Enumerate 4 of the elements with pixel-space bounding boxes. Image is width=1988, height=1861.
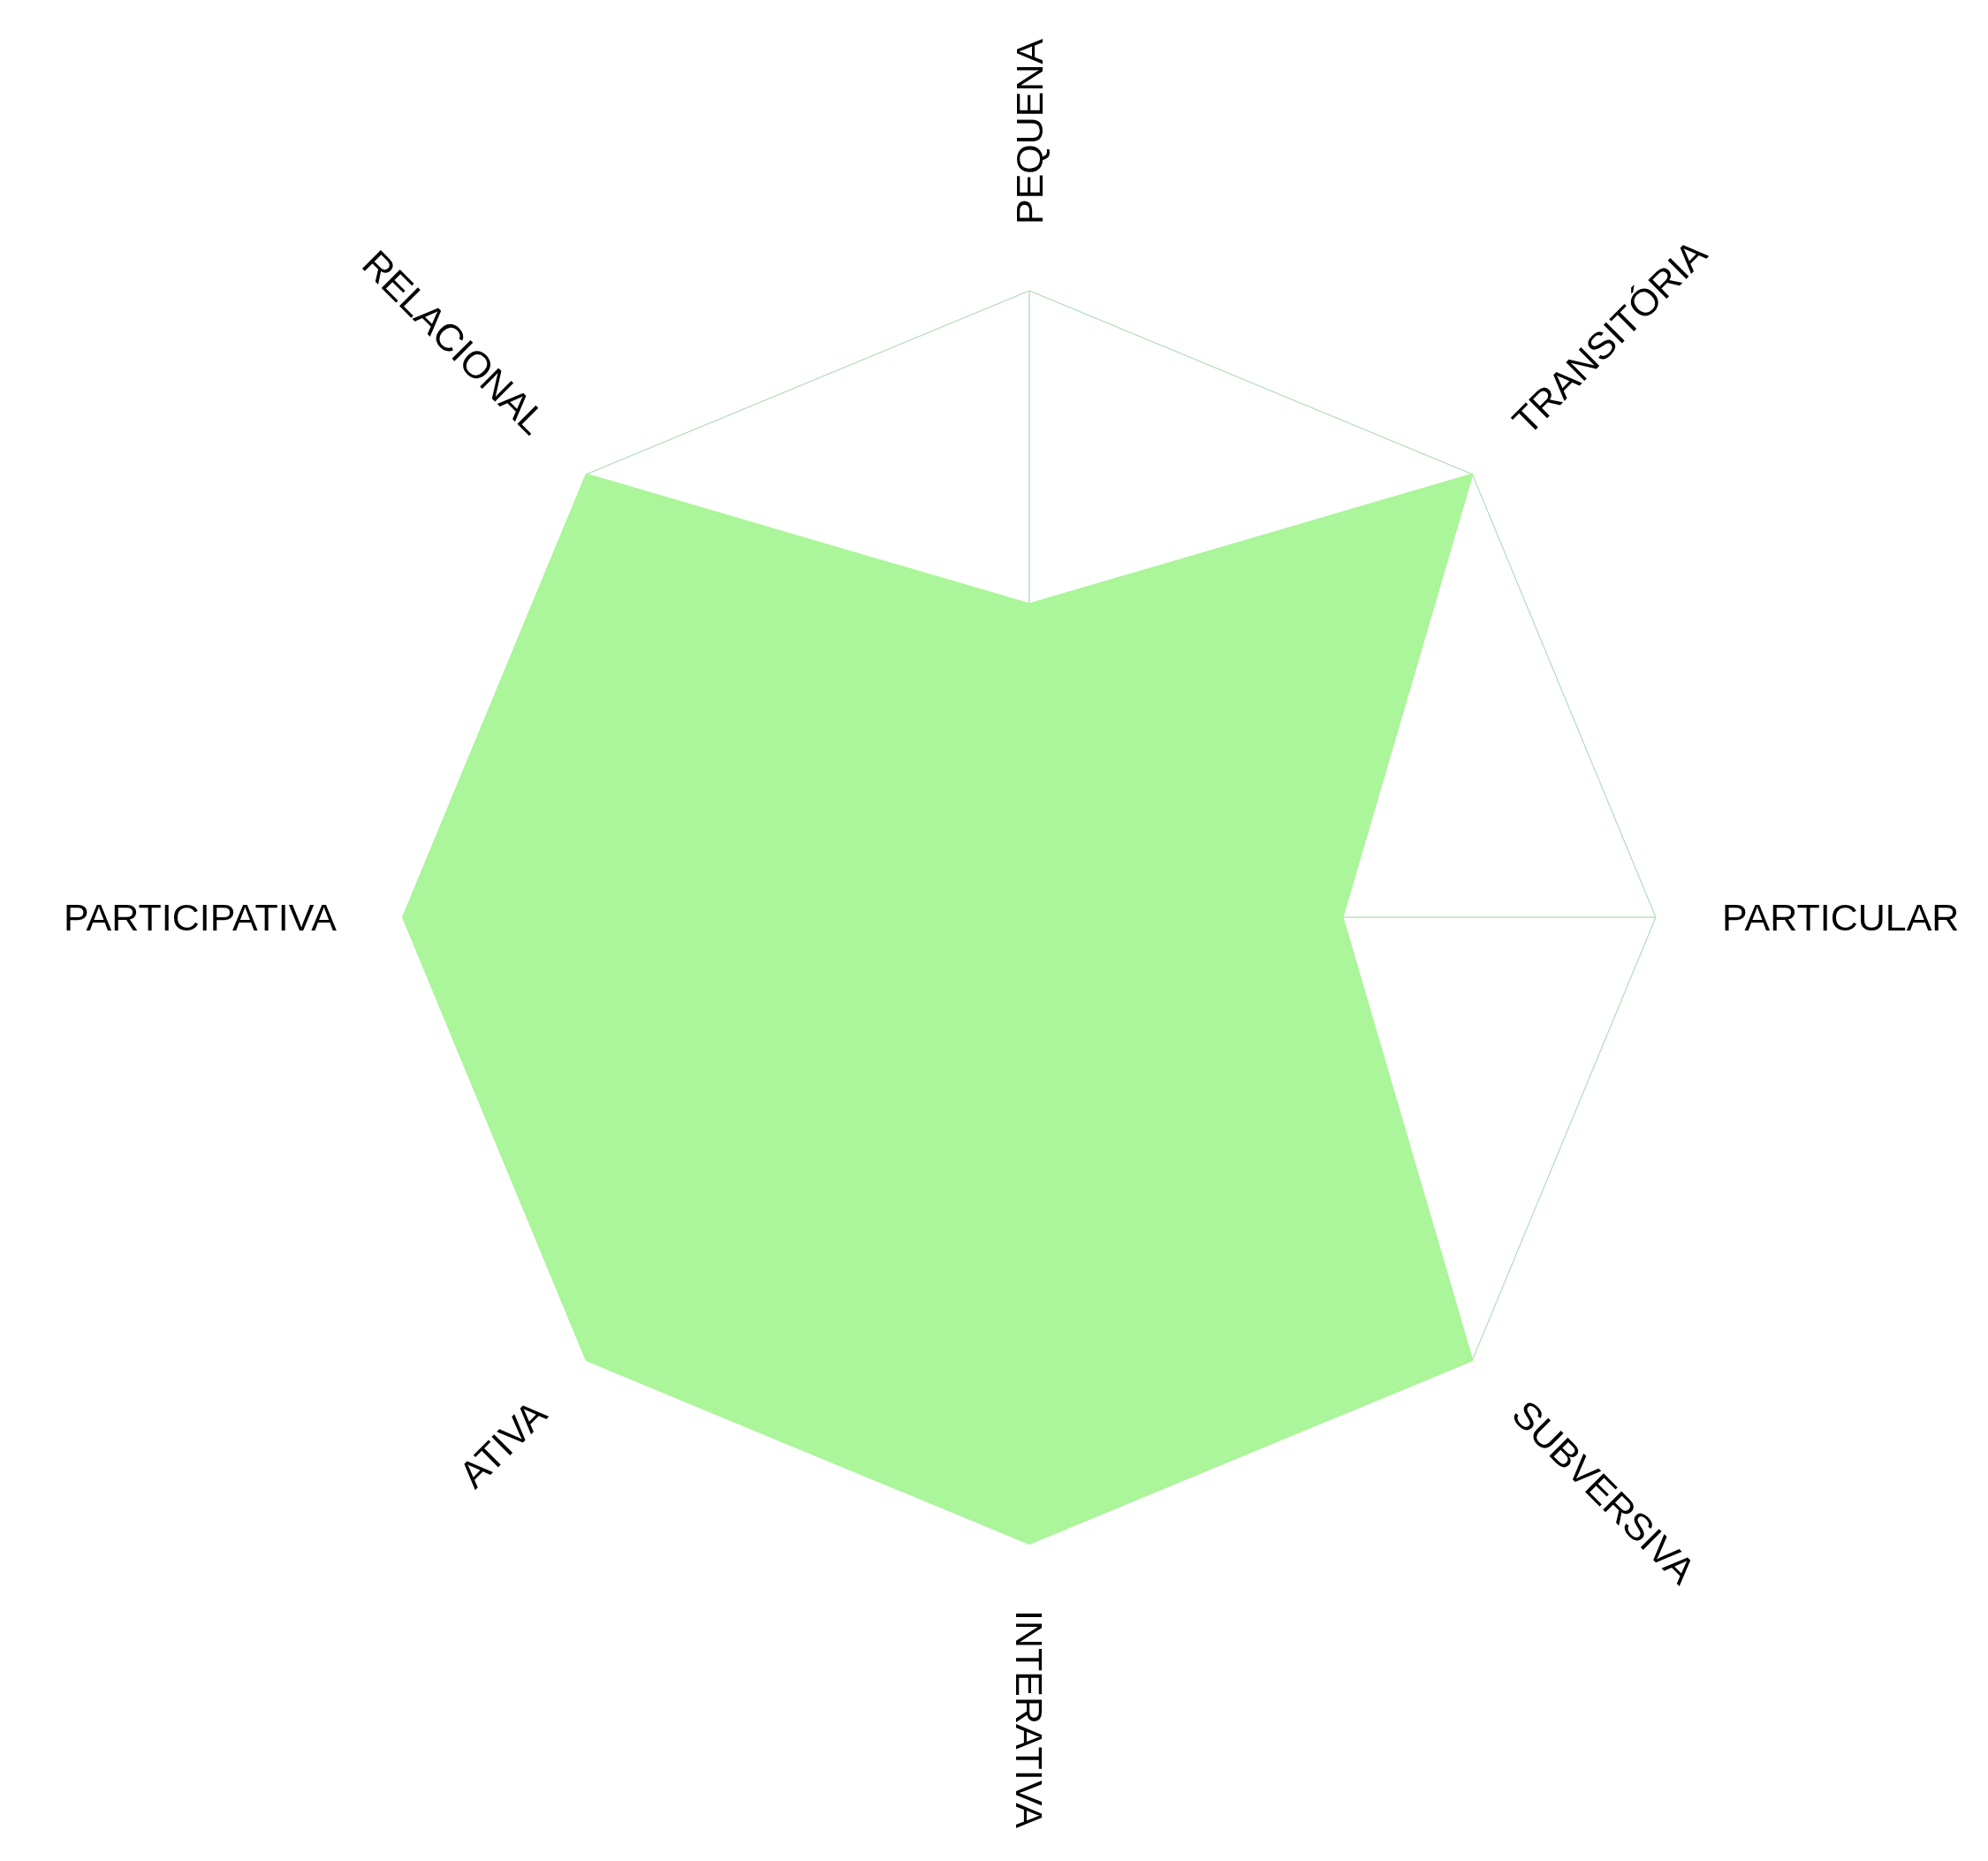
spoke-label: PEQUENA: [1008, 38, 1051, 224]
spoke-label: PARTICIPATIVA: [63, 896, 338, 938]
spoke-label: PARTICULAR: [1722, 896, 1960, 938]
spoke-label: INTERATIVA: [1008, 1610, 1051, 1829]
